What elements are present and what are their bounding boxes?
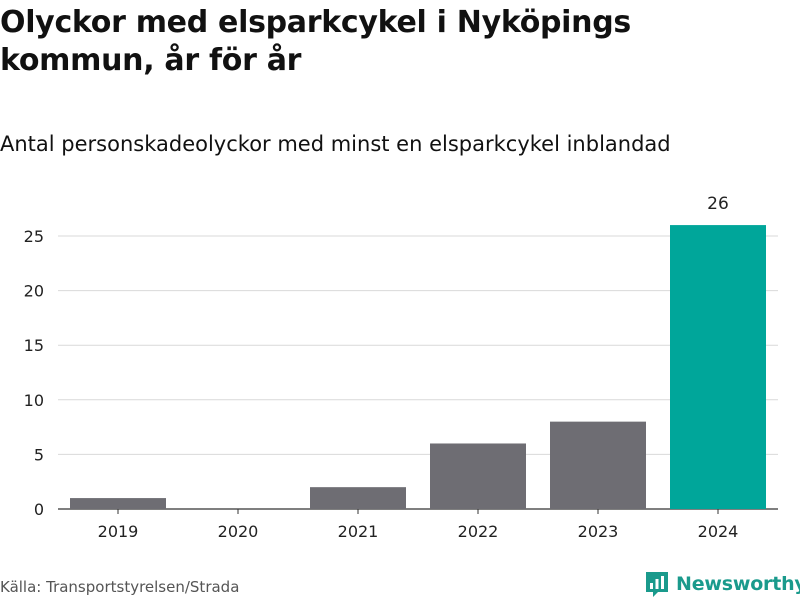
y-tick-label: 20 (24, 282, 44, 301)
chart-subtitle: Antal personskadeolyckor med minst en el… (0, 132, 671, 156)
newsworthy-logo-icon (646, 572, 668, 597)
newsworthy-logo[interactable]: Newsworthy (644, 570, 800, 598)
data-labels: 26 (707, 194, 729, 214)
data-label: 26 (707, 194, 729, 214)
y-axis-ticks: 0 5 10 15 20 25 (24, 227, 44, 519)
bar-2023 (550, 421, 646, 509)
x-tick-label: 2019 (98, 522, 139, 541)
bars (70, 225, 766, 509)
y-tick-label: 15 (24, 336, 44, 355)
chart-title: Olyckor med elsparkcykel i Nyköpings kom… (0, 5, 631, 78)
x-tick-label: 2020 (218, 522, 259, 541)
x-axis-ticks: 2019 2020 2021 2022 2023 2024 (98, 509, 739, 541)
bar-chart: 0 5 10 15 20 25 2019 2020 2021 2022 2023 2024 26 (24, 194, 778, 541)
bar-2022 (430, 443, 526, 509)
grid-lines (58, 235, 778, 510)
x-tick-label: 2024 (698, 522, 739, 541)
x-tick-label: 2021 (338, 522, 379, 541)
x-tick-label: 2022 (458, 522, 499, 541)
y-tick-label: 25 (24, 227, 44, 246)
y-tick-label: 10 (24, 391, 44, 410)
bar-2024 (670, 225, 766, 509)
source-note: Källa: Transportstyrelsen/Strada (0, 578, 240, 596)
brand-name: Newsworthy (676, 573, 800, 595)
x-tick-label: 2023 (578, 522, 619, 541)
y-tick-label: 0 (34, 500, 44, 519)
bar-2019 (70, 498, 166, 509)
bar-2021 (310, 487, 406, 509)
y-tick-label: 5 (34, 445, 44, 464)
